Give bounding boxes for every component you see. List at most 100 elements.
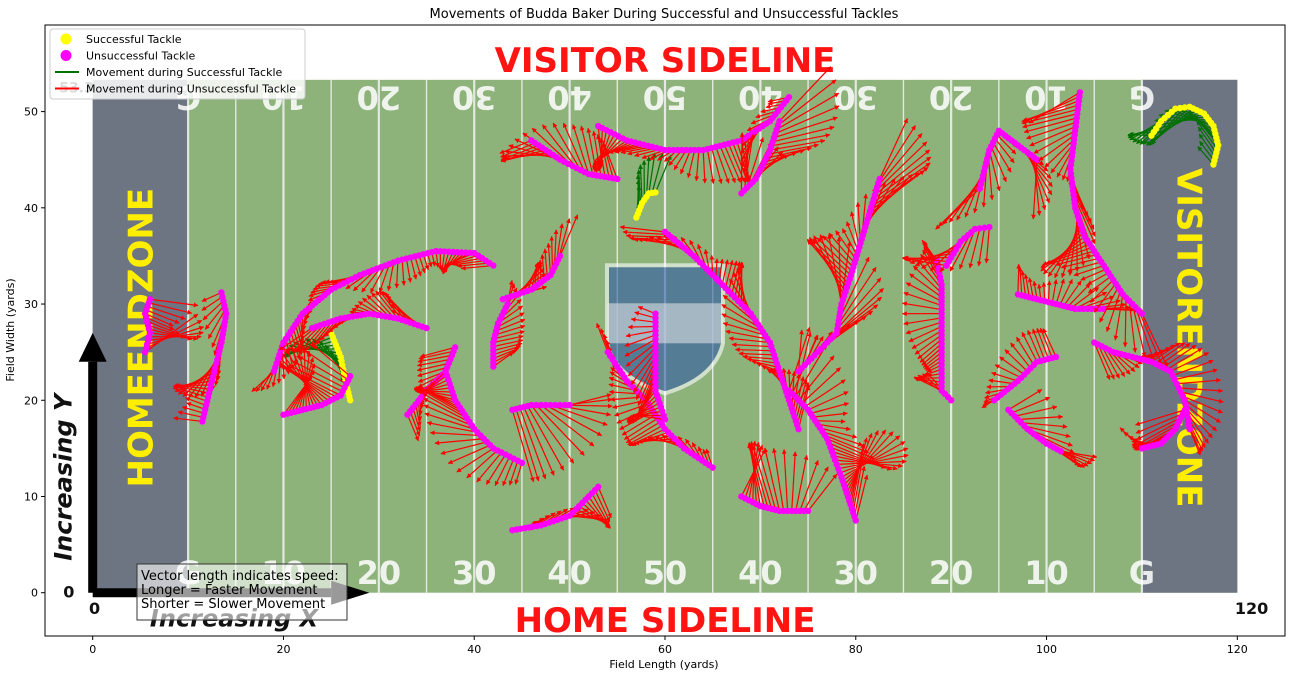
- unsuccessful-tackle-path: [172, 289, 230, 425]
- top-yard-number: 10: [1024, 79, 1069, 117]
- unsuccessful-tackle-point: [1057, 448, 1065, 455]
- movement-vector: [828, 232, 856, 264]
- movement-vector: [149, 298, 199, 308]
- movement-vector: [801, 367, 841, 404]
- x-tick-label: 120: [1227, 643, 1248, 656]
- movement-vector: [721, 313, 764, 333]
- movement-vector: [624, 334, 656, 347]
- movement-vector: [145, 319, 203, 349]
- bottom-yard-number: 30: [834, 554, 879, 592]
- movement-vector: [725, 329, 768, 340]
- movement-vector: [1198, 133, 1216, 158]
- unsuccessful-tackle-point: [971, 225, 979, 233]
- movement-vector: [624, 338, 656, 357]
- movement-vector: [494, 330, 525, 340]
- movement-vector: [772, 125, 835, 143]
- legend-label: Unsuccessful Tackle: [86, 50, 196, 63]
- end-x-label: 120: [1235, 599, 1268, 618]
- movement-vector: [278, 327, 313, 351]
- movement-vector: [312, 344, 351, 377]
- movement-vector: [415, 404, 422, 427]
- movement-vector: [819, 234, 844, 301]
- movement-vector: [795, 454, 809, 512]
- movement-vector: [429, 370, 447, 387]
- movement-vector: [299, 323, 325, 353]
- unsuccessful-tackle-point: [566, 401, 573, 409]
- movement-vector: [144, 313, 174, 327]
- movement-vector: [146, 309, 180, 324]
- movement-vector: [447, 444, 491, 465]
- movement-vector: [874, 149, 931, 196]
- football-field-background: G102030405040302010GG102030405040302010G…: [50, 41, 1269, 641]
- movement-vector: [801, 331, 812, 369]
- unsuccessful-tackle-point: [976, 225, 983, 232]
- movement-vector: [673, 149, 687, 171]
- movement-vector: [917, 338, 942, 360]
- movement-vector: [460, 264, 494, 271]
- movement-vector: [1197, 146, 1214, 165]
- movement-vector: [424, 412, 475, 430]
- movement-vector: [706, 148, 716, 185]
- movement-vector: [822, 430, 864, 447]
- movement-vector: [841, 441, 906, 478]
- movement-vector: [949, 231, 972, 272]
- legend-label: Successful Tackle: [86, 33, 182, 46]
- movement-vector: [793, 376, 805, 417]
- nfl-shield-band: [607, 303, 723, 344]
- x-axis-label: Field Length (yards): [609, 658, 718, 671]
- movement-vector: [873, 156, 932, 200]
- movement-vector: [412, 407, 422, 432]
- movement-vector: [619, 224, 666, 233]
- y-tick-label: 50: [24, 106, 38, 119]
- movement-vector: [833, 296, 882, 337]
- movement-vector: [853, 465, 866, 517]
- y-tick-label: 40: [24, 202, 38, 215]
- movement-vector: [876, 133, 923, 188]
- movement-vector: [493, 334, 524, 344]
- increasing-y-arrowhead: [78, 332, 107, 362]
- movement-vector: [872, 162, 931, 204]
- legend-marker: [60, 33, 72, 45]
- movement-vector: [994, 138, 1015, 164]
- unsuccessful-tackle-point: [661, 416, 669, 423]
- movement-vector: [996, 134, 1017, 155]
- movement-vector: [186, 402, 206, 410]
- movement-vector: [297, 320, 305, 346]
- movement-vector: [988, 149, 1001, 192]
- movement-vector: [903, 317, 942, 326]
- home-sideline-label: HOME SIDELINE: [515, 601, 816, 641]
- bottom-yard-number: 40: [738, 554, 783, 592]
- successful-tackle-point: [1181, 104, 1189, 111]
- unsuccessful-tackle-path: [413, 368, 526, 487]
- movement-vector: [711, 147, 723, 184]
- unsuccessful-tackle-point: [542, 401, 549, 409]
- successful-tackle-point: [347, 397, 354, 404]
- unsuccessful-tackle-point: [986, 223, 993, 231]
- movement-vector: [838, 256, 870, 321]
- movement-vector: [721, 259, 730, 285]
- visitor-endzone: [1141, 79, 1238, 593]
- unsuccessful-tackle-path: [935, 127, 1053, 230]
- movement-vector: [571, 124, 590, 175]
- movement-vector: [530, 404, 575, 464]
- movement-vector: [416, 362, 449, 372]
- movement-vector: [798, 355, 835, 401]
- successful-tackle-point: [652, 189, 659, 196]
- movement-vector: [751, 445, 773, 510]
- movement-vector: [935, 188, 981, 230]
- movement-vector: [839, 447, 909, 474]
- unsuccessful-tackle-path: [591, 93, 793, 185]
- y-axis-label: Field Width (yards): [4, 278, 17, 381]
- movement-vector: [559, 214, 579, 257]
- movement-vector: [773, 116, 838, 139]
- movement-vector: [816, 237, 853, 272]
- unsuccessful-tackle-point: [490, 262, 497, 269]
- movement-vector: [540, 253, 545, 281]
- movement-vector: [440, 251, 446, 273]
- unsuccessful-tackle-path: [901, 223, 993, 273]
- movement-vector: [623, 417, 659, 440]
- movement-vector: [370, 265, 386, 294]
- movement-vector: [201, 296, 223, 311]
- movement-vector: [625, 421, 661, 444]
- movement-vector: [147, 324, 187, 339]
